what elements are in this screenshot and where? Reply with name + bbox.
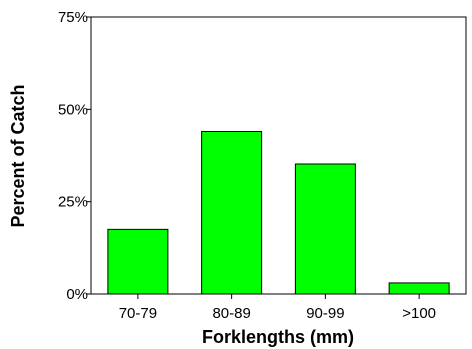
bar-3 <box>388 282 450 295</box>
bar-1 <box>201 130 263 295</box>
x-tick-label-3: >100 <box>402 305 436 322</box>
x-tick-label-1: 80-89 <box>212 305 250 322</box>
bars <box>107 130 450 295</box>
y-tick-label-0: 0% <box>66 286 88 303</box>
plot-frame <box>90 16 467 295</box>
x-axis-title: Forklengths (mm) <box>202 327 354 347</box>
bar-2 <box>294 163 356 295</box>
y-axis-title: Percent of Catch <box>8 84 28 227</box>
y-tick-label-2: 50% <box>58 101 88 118</box>
y-tick-label-1: 25% <box>58 194 88 211</box>
y-tick-label-3: 75% <box>58 9 88 26</box>
bar-0 <box>107 228 169 295</box>
x-axis-ticks: 70-79 80-89 90-99 >100 <box>119 294 436 322</box>
x-tick-label-0: 70-79 <box>119 305 157 322</box>
y-axis-ticks: 0% 25% 50% 75% <box>58 9 91 303</box>
x-tick-label-2: 90-99 <box>306 305 344 322</box>
